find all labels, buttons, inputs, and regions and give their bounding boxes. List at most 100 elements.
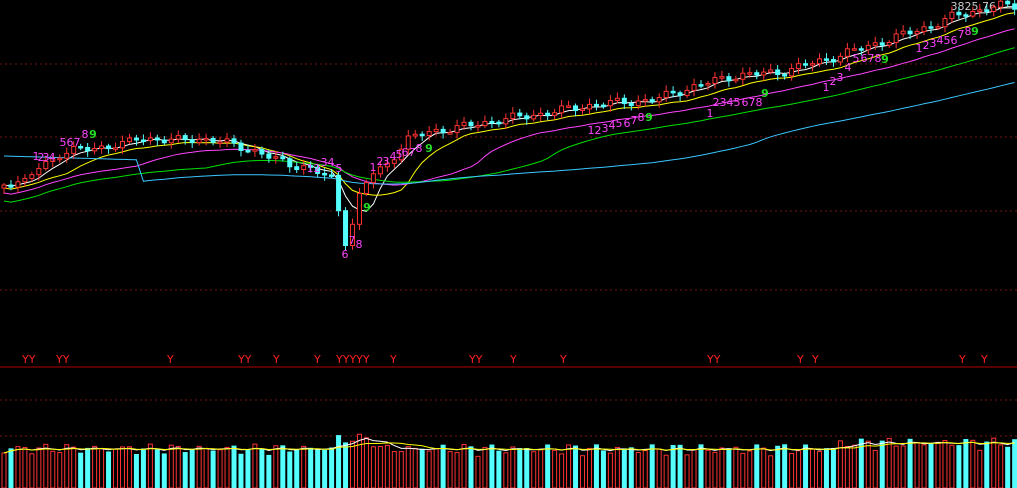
volume-bar bbox=[963, 438, 969, 488]
td-count-label: 3 bbox=[837, 71, 844, 84]
volume-bar bbox=[510, 446, 516, 488]
volume-bar bbox=[294, 449, 300, 488]
td-count-label: 1 bbox=[823, 81, 830, 94]
candle bbox=[238, 139, 244, 157]
candle bbox=[684, 85, 690, 99]
volume-bar bbox=[36, 447, 42, 488]
signal-marker: Y bbox=[166, 353, 174, 366]
volume-bar bbox=[57, 452, 63, 488]
volume-bar bbox=[140, 448, 146, 488]
td-count-label: 7 bbox=[958, 28, 965, 41]
signal-strip: YY YY Y YY Y Y YYYYY Y YY Y Y YY Y Y Y Y bbox=[21, 353, 988, 366]
candle bbox=[858, 46, 864, 56]
candle bbox=[691, 78, 697, 97]
volume-bar bbox=[29, 453, 35, 488]
volume-bar bbox=[405, 446, 411, 488]
signal-marker: Y bbox=[559, 353, 567, 366]
td-count-label: 5 bbox=[336, 162, 343, 175]
volume-bar bbox=[942, 440, 948, 488]
candle bbox=[559, 100, 565, 119]
candle bbox=[768, 63, 774, 75]
volume-bar bbox=[893, 445, 899, 488]
td-count-label: 7 bbox=[868, 52, 875, 65]
candle bbox=[426, 126, 432, 141]
volume-bar bbox=[935, 441, 941, 488]
candle bbox=[468, 119, 474, 131]
td-count-label: 7 bbox=[409, 146, 416, 159]
volume-bar bbox=[803, 444, 809, 488]
td-count-label: 1 bbox=[307, 162, 314, 175]
td-count-label: 1 bbox=[33, 150, 40, 163]
candle bbox=[524, 112, 530, 125]
td-count-label: 3 bbox=[43, 151, 50, 164]
volume-bar bbox=[217, 449, 223, 488]
candle bbox=[489, 116, 495, 129]
candle bbox=[837, 52, 843, 66]
candle bbox=[670, 86, 676, 98]
td-count-label: 8 bbox=[82, 128, 89, 141]
candle bbox=[210, 135, 216, 146]
candle bbox=[482, 115, 488, 129]
candle bbox=[719, 70, 725, 82]
volume-bar bbox=[266, 454, 272, 488]
volume-bar bbox=[287, 451, 293, 488]
volume-bar bbox=[719, 447, 725, 488]
volume-bar bbox=[907, 438, 913, 488]
volume-bar bbox=[391, 451, 397, 488]
candle bbox=[203, 133, 209, 146]
candle bbox=[29, 171, 35, 183]
td-count-label: 9 bbox=[89, 128, 97, 141]
candle bbox=[921, 21, 927, 36]
candle bbox=[656, 93, 662, 108]
candle bbox=[71, 141, 77, 160]
volume-bar bbox=[1, 452, 7, 488]
td-count-label: 8 bbox=[416, 142, 423, 155]
volume-bar bbox=[872, 449, 878, 488]
volume-bar bbox=[78, 452, 84, 488]
volume-bar bbox=[545, 444, 551, 488]
candle bbox=[140, 134, 146, 146]
candle bbox=[726, 72, 732, 87]
candle bbox=[789, 63, 795, 81]
volume-bar bbox=[126, 446, 132, 488]
volume-bar bbox=[15, 446, 21, 488]
td-count-label: 9 bbox=[645, 111, 653, 124]
volume-bar bbox=[698, 444, 704, 488]
candle bbox=[259, 146, 265, 159]
td-count-label: 9 bbox=[425, 142, 433, 155]
td-count-label: 6 bbox=[402, 146, 409, 159]
candle bbox=[649, 96, 655, 105]
candle bbox=[991, 4, 997, 17]
volume-bar bbox=[210, 450, 216, 488]
volume-bar bbox=[133, 453, 139, 488]
candle bbox=[740, 67, 746, 85]
candle bbox=[336, 171, 342, 217]
td-count-label: 2 bbox=[595, 124, 602, 137]
volume-bar bbox=[301, 445, 307, 488]
candle bbox=[43, 155, 49, 171]
td-count-label: 3 bbox=[930, 37, 937, 50]
volume-bar bbox=[489, 444, 495, 488]
volume-bar bbox=[837, 440, 843, 488]
volume-bar bbox=[71, 446, 77, 488]
candle bbox=[810, 60, 816, 72]
signal-marker: YY bbox=[21, 353, 36, 366]
volume-bar bbox=[43, 443, 49, 488]
candle bbox=[182, 133, 188, 145]
volume-bar bbox=[440, 444, 446, 488]
volume-bar bbox=[147, 443, 153, 488]
td-count-label: 5 bbox=[944, 34, 951, 47]
td-count-label: 4 bbox=[845, 61, 852, 74]
candle bbox=[761, 67, 767, 81]
td-count-label: 6 bbox=[342, 248, 349, 261]
candle bbox=[126, 133, 132, 145]
volume-bar bbox=[580, 455, 586, 488]
volume-bar bbox=[614, 446, 620, 488]
volume-bar bbox=[496, 450, 502, 488]
td-count-label: 6 bbox=[67, 136, 74, 149]
td-count-label: 6 bbox=[861, 52, 868, 65]
volume-bar bbox=[419, 448, 425, 488]
signal-marker: Y bbox=[313, 353, 321, 366]
